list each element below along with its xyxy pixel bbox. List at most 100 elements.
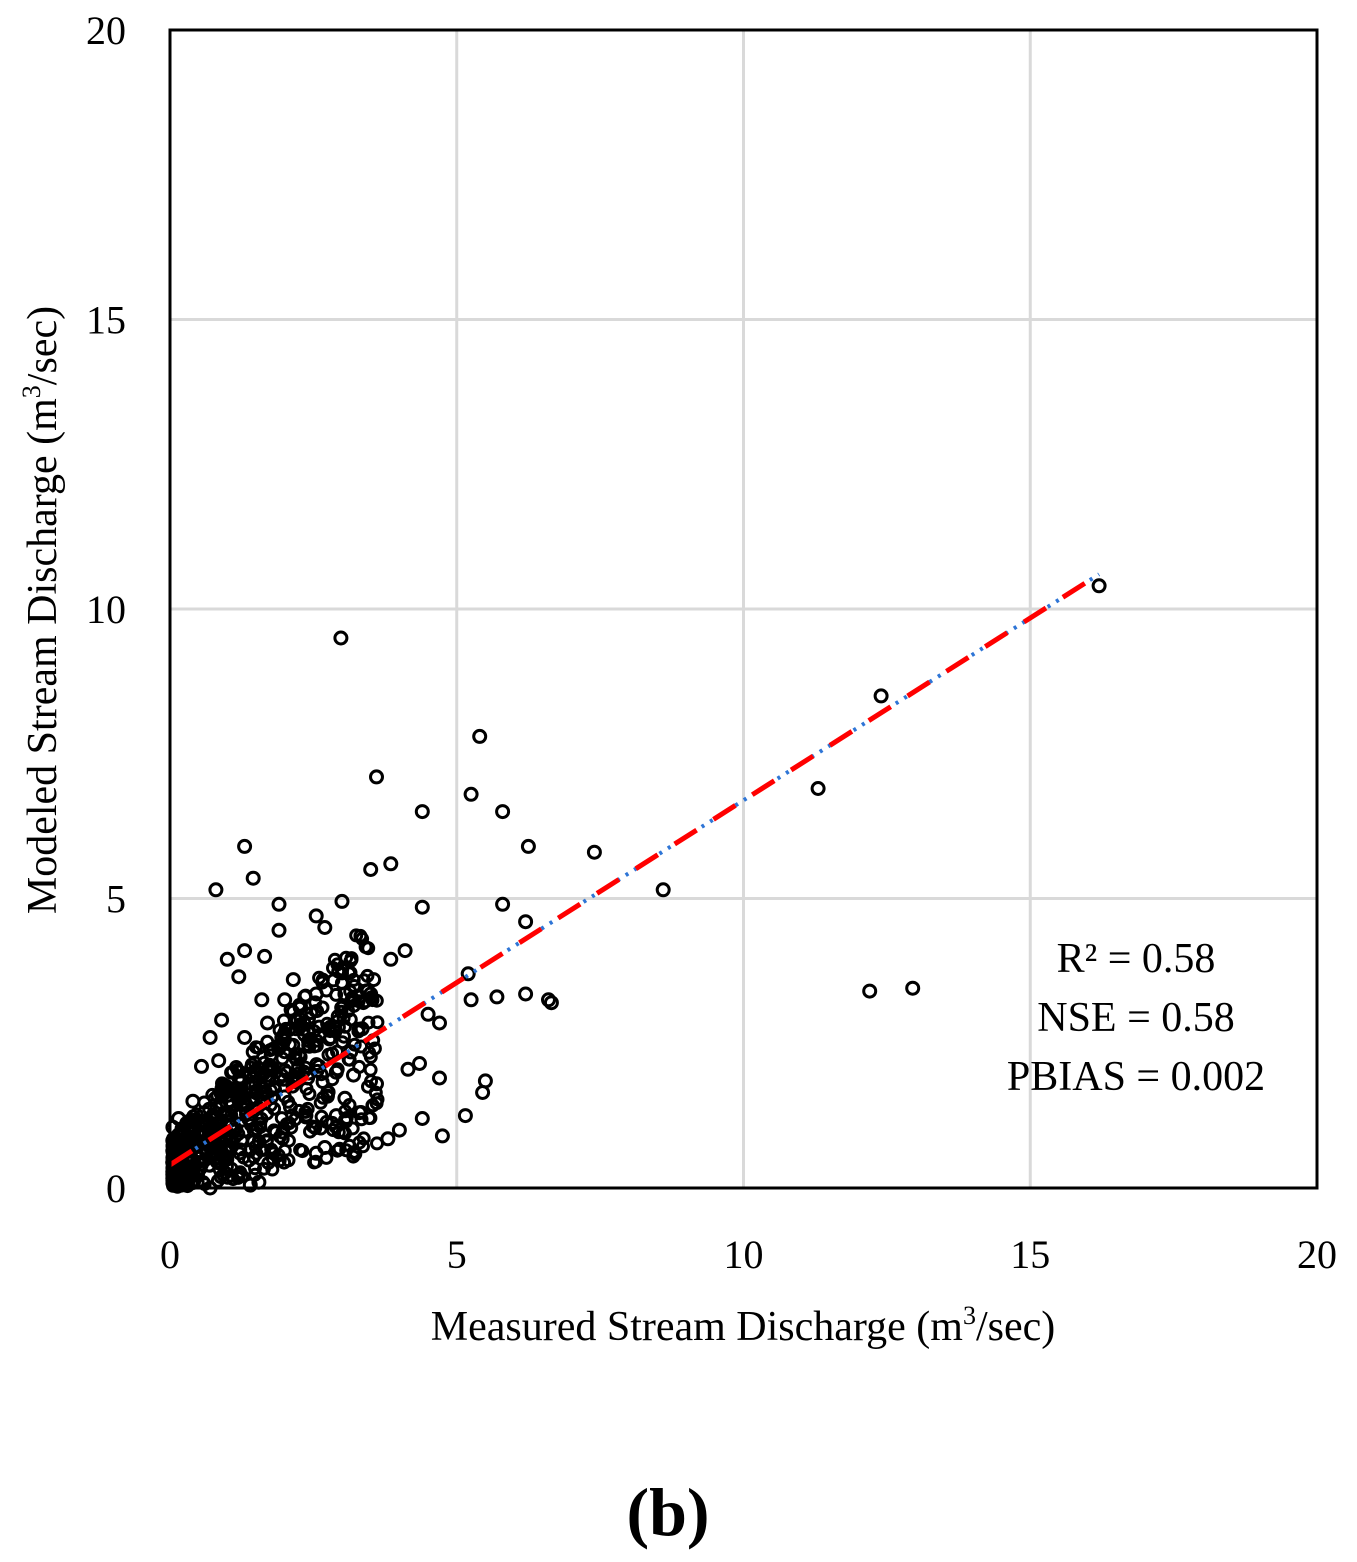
data-point — [383, 856, 399, 872]
data-point — [308, 908, 324, 924]
data-point — [328, 1108, 344, 1124]
data-point — [520, 838, 536, 854]
cluster-point — [293, 1142, 308, 1157]
cluster-point — [254, 1143, 269, 1158]
cluster-point — [255, 1081, 270, 1095]
data-point — [420, 1006, 436, 1022]
data-point — [383, 951, 399, 967]
data-point — [495, 896, 511, 912]
plot-frame — [168, 28, 1319, 1190]
cluster-point — [265, 1162, 280, 1177]
cluster-point — [353, 928, 368, 943]
data-point — [237, 838, 253, 854]
pbias-annotation: PBIAS = 0.002 — [1007, 1054, 1265, 1100]
data-point — [862, 983, 878, 999]
cluster-point — [209, 1100, 224, 1115]
cluster-point — [330, 1009, 345, 1024]
cluster-point — [224, 1065, 239, 1080]
cluster-point — [344, 951, 359, 966]
x-axis-title: Measured Stream Discharge (m3/sec) — [431, 1301, 1056, 1350]
data-point — [317, 920, 333, 935]
data-point — [211, 1053, 227, 1069]
data-point — [202, 1030, 218, 1045]
data-point — [432, 1070, 447, 1086]
cluster-point — [363, 1062, 378, 1077]
data-point — [242, 1177, 258, 1193]
data-point — [475, 1085, 491, 1100]
cluster-point — [321, 1023, 336, 1038]
cluster-point — [307, 1039, 322, 1054]
data-point — [463, 992, 479, 1008]
data-point — [328, 1064, 344, 1080]
cluster-point — [253, 1116, 268, 1131]
regression-line-dotted — [168, 572, 1101, 1167]
cluster-point — [213, 1116, 228, 1131]
data-point — [432, 1015, 447, 1031]
cluster-point — [365, 1098, 380, 1113]
data-point — [518, 986, 534, 1002]
data-point — [460, 966, 476, 982]
cluster-point — [342, 1052, 357, 1067]
data-point — [434, 1128, 450, 1144]
cluster-point — [232, 1146, 247, 1161]
data-point — [254, 992, 270, 1008]
x-tick-label: 20 — [1297, 1232, 1337, 1277]
cluster-point — [356, 1139, 370, 1154]
data-point — [311, 1058, 327, 1074]
cluster-point — [338, 1019, 352, 1034]
cluster-point — [233, 1165, 248, 1180]
data-point — [337, 986, 353, 1002]
cluster-point — [247, 1064, 262, 1079]
cluster-point — [332, 1141, 347, 1156]
data-point — [208, 882, 224, 898]
cluster-point — [248, 1077, 263, 1092]
cluster-point — [358, 940, 373, 954]
cluster-point — [246, 1134, 261, 1149]
data-point — [354, 1021, 370, 1037]
cluster-point — [244, 1060, 259, 1075]
data-point — [265, 1061, 281, 1077]
data-point — [245, 870, 261, 886]
data-point — [237, 1030, 253, 1045]
trendline-group — [168, 572, 1101, 1167]
data-point — [655, 882, 671, 898]
data-point — [366, 972, 382, 988]
data-point — [363, 986, 379, 1002]
data-point — [412, 1056, 427, 1071]
y-tick-labels: 0 5 10 15 20 — [86, 8, 126, 1211]
data-point — [196, 1105, 212, 1121]
data-point — [472, 728, 488, 744]
cluster-point — [320, 1016, 335, 1031]
data-point — [320, 1085, 336, 1100]
data-point — [463, 786, 479, 802]
panel-label: (b) — [626, 1474, 709, 1550]
y-tick-label: 10 — [86, 587, 126, 632]
data-point — [288, 1021, 304, 1037]
cluster-point — [307, 1155, 322, 1170]
data-point — [489, 989, 505, 1005]
y-tick-label: 0 — [106, 1166, 126, 1211]
data-point — [237, 943, 253, 959]
r2-annotation: R² = 0.58 — [1057, 936, 1216, 982]
x-tick-label: 0 — [160, 1232, 180, 1277]
cluster-point — [310, 1004, 325, 1019]
y-tick-label: 15 — [86, 298, 126, 343]
data-point — [245, 1044, 261, 1060]
data-point — [495, 804, 511, 820]
data-point — [185, 1093, 201, 1109]
data-point — [300, 1070, 316, 1086]
data-point — [231, 969, 247, 985]
x-tick-labels: 0 5 10 15 20 — [160, 1232, 1337, 1277]
data-point — [337, 1090, 353, 1106]
y-tick-label: 20 — [86, 8, 126, 53]
data-point — [541, 992, 556, 1008]
data-point — [214, 1012, 230, 1028]
data-point — [217, 1151, 232, 1167]
data-point — [317, 1140, 333, 1155]
data-point — [397, 943, 413, 959]
data-point — [219, 1087, 235, 1103]
data-point — [282, 1099, 298, 1115]
data-point — [586, 844, 602, 860]
nse-annotation: NSE = 0.58 — [1037, 995, 1235, 1041]
